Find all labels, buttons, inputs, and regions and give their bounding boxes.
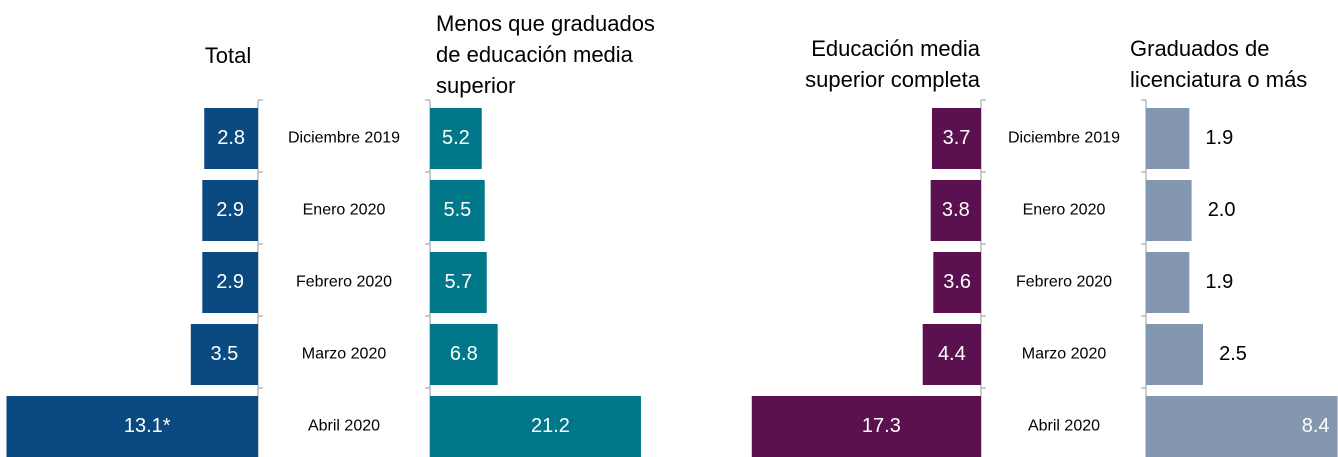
bar bbox=[430, 108, 482, 169]
value-label: 2.8 bbox=[217, 127, 245, 149]
value-label: 4.4 bbox=[938, 343, 966, 365]
bar bbox=[931, 108, 981, 169]
value-label: 1.9 bbox=[1205, 127, 1233, 149]
bar bbox=[430, 180, 485, 241]
category-label: Febrero 2020 bbox=[296, 274, 392, 291]
bar bbox=[430, 396, 641, 457]
category-label: Marzo 2020 bbox=[1022, 346, 1107, 363]
value-label: 17.3 bbox=[862, 415, 901, 437]
bar bbox=[6, 396, 259, 457]
value-label: 2.9 bbox=[216, 271, 244, 293]
bar bbox=[930, 180, 981, 241]
bar bbox=[1146, 252, 1190, 313]
value-label: 1.9 bbox=[1205, 271, 1233, 293]
value-label: 2.0 bbox=[1208, 199, 1236, 221]
category-label: Febrero 2020 bbox=[1016, 274, 1112, 291]
value-label: 13.1* bbox=[124, 415, 171, 437]
bar bbox=[430, 324, 498, 385]
panel-title: Graduados de licenciatura o más bbox=[1130, 36, 1308, 92]
bar bbox=[204, 108, 258, 169]
value-label: 21.2 bbox=[531, 415, 570, 437]
panel-title: Menos que graduados de educación media s… bbox=[436, 11, 655, 98]
category-label: Marzo 2020 bbox=[302, 346, 387, 363]
category-label: Abril 2020 bbox=[308, 418, 380, 435]
value-label: 6.8 bbox=[450, 343, 478, 365]
category-label: Enero 2020 bbox=[1023, 202, 1106, 219]
value-label: 3.5 bbox=[210, 343, 238, 365]
category-label: Diciembre 2019 bbox=[1008, 130, 1120, 147]
bar bbox=[190, 324, 258, 385]
value-label: 3.6 bbox=[943, 271, 971, 293]
bar bbox=[430, 252, 487, 313]
bar bbox=[1146, 324, 1203, 385]
category-label: Enero 2020 bbox=[303, 202, 386, 219]
value-label: 5.5 bbox=[443, 199, 471, 221]
panel-title: Educación media superior completa bbox=[805, 36, 980, 92]
bar bbox=[1146, 180, 1192, 241]
bar bbox=[202, 180, 258, 241]
bar bbox=[202, 252, 258, 313]
category-label: Abril 2020 bbox=[1028, 418, 1100, 435]
value-label: 8.4 bbox=[1302, 415, 1330, 437]
bar bbox=[751, 396, 981, 457]
bar bbox=[1146, 108, 1190, 169]
value-label: 5.7 bbox=[444, 271, 472, 293]
value-label: 5.2 bbox=[442, 127, 470, 149]
bar bbox=[922, 324, 981, 385]
value-label: 2.9 bbox=[216, 199, 244, 221]
panel-title: Total bbox=[204, 43, 252, 68]
bar bbox=[933, 252, 981, 313]
value-label: 2.5 bbox=[1219, 343, 1247, 365]
bar bbox=[1146, 396, 1338, 457]
value-label: 3.8 bbox=[942, 199, 970, 221]
value-label: 3.7 bbox=[943, 127, 971, 149]
category-label: Diciembre 2019 bbox=[288, 130, 400, 147]
